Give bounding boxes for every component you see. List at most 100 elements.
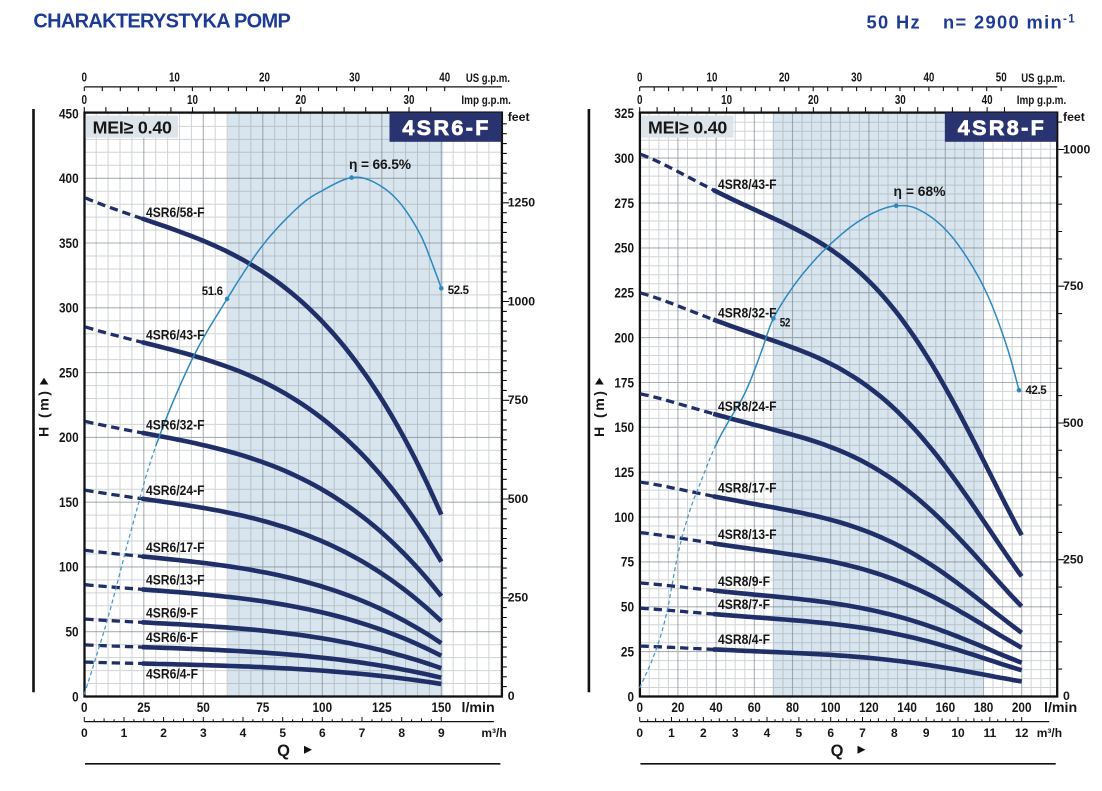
svg-text:7: 7 [859,726,866,740]
svg-text:5: 5 [796,726,803,740]
svg-text:4SR6/17-F: 4SR6/17-F [146,540,205,555]
svg-text:25: 25 [621,644,634,660]
svg-text:4SR8/4-F: 4SR8/4-F [718,632,770,647]
svg-text:150: 150 [614,420,634,436]
svg-text:100: 100 [313,700,333,716]
svg-text:4SR6/9-F: 4SR6/9-F [146,605,198,620]
svg-text:750: 750 [508,393,529,407]
svg-text:100: 100 [59,560,79,576]
svg-text:75: 75 [621,555,634,571]
svg-text:4SR6/43-F: 4SR6/43-F [146,328,205,343]
svg-text:12: 12 [1015,726,1029,740]
svg-text:750: 750 [1063,279,1084,293]
svg-text:0: 0 [82,70,88,85]
svg-text:200: 200 [1012,700,1032,716]
svg-text:1: 1 [668,726,675,740]
svg-text:H (m): H (m) [37,391,53,437]
svg-text:n= 2900 min-1: n= 2900 min-1 [943,11,1076,32]
svg-text:1: 1 [121,726,128,740]
svg-text:9: 9 [438,726,445,740]
svg-text:100: 100 [614,510,634,526]
svg-text:MEI≥ 0.40: MEI≥ 0.40 [93,117,172,137]
svg-text:0: 0 [636,700,643,716]
svg-text:100: 100 [821,700,841,716]
svg-text:4SR6/24-F: 4SR6/24-F [146,483,205,498]
svg-text:8: 8 [891,726,898,740]
svg-text:52.5: 52.5 [448,283,469,297]
svg-text:160: 160 [936,700,956,716]
svg-text:6: 6 [319,726,326,740]
svg-text:20: 20 [808,92,819,107]
svg-text:US g.p.m.: US g.p.m. [1021,72,1065,85]
svg-text:4SR6/6-F: 4SR6/6-F [146,630,198,645]
svg-text:25: 25 [137,700,150,716]
svg-text:η = 66.5%: η = 66.5% [349,157,411,172]
svg-text:40: 40 [982,92,993,107]
svg-text:60: 60 [748,700,761,716]
svg-text:5: 5 [279,726,286,740]
svg-text:20: 20 [671,700,684,716]
svg-text:50: 50 [66,625,79,641]
svg-text:0: 0 [81,726,88,740]
svg-text:40: 40 [710,700,723,716]
svg-text:50: 50 [197,700,210,716]
svg-text:3: 3 [732,726,739,740]
svg-text:51.6: 51.6 [202,284,223,298]
svg-text:4SR8/17-F: 4SR8/17-F [718,481,777,496]
svg-text:150: 150 [432,700,452,716]
svg-text:6: 6 [827,726,834,740]
svg-text:20: 20 [295,92,306,107]
svg-text:300: 300 [59,301,79,317]
svg-text:0: 0 [637,70,643,85]
svg-text:2: 2 [700,726,707,740]
svg-text:4SR8/43-F: 4SR8/43-F [718,177,777,192]
svg-text:75: 75 [256,700,269,716]
svg-text:m³/h: m³/h [1037,726,1062,740]
svg-text:20: 20 [779,70,790,85]
svg-text:4: 4 [240,726,247,740]
svg-text:300: 300 [614,151,634,167]
svg-text:200: 200 [59,430,79,446]
svg-text:4SR6/32-F: 4SR6/32-F [146,417,205,432]
svg-text:0: 0 [72,689,79,705]
svg-text:l/min: l/min [1044,700,1077,716]
svg-text:180: 180 [974,700,994,716]
svg-text:250: 250 [1063,553,1084,567]
svg-text:250: 250 [59,365,79,381]
svg-text:40: 40 [923,70,934,85]
svg-text:125: 125 [614,465,634,481]
svg-text:10: 10 [187,92,198,107]
svg-text:4SR8/9-F: 4SR8/9-F [718,574,770,589]
svg-text:Q: Q [277,742,290,760]
svg-text:325: 325 [614,106,634,122]
svg-text:10: 10 [721,92,732,107]
svg-text:125: 125 [372,700,392,716]
svg-text:200: 200 [614,330,634,346]
svg-text:m³/h: m³/h [481,726,506,740]
svg-text:MEI≥ 0.40: MEI≥ 0.40 [648,117,727,137]
svg-text:feet: feet [1063,110,1085,124]
svg-text:500: 500 [508,492,529,506]
svg-text:10: 10 [951,726,965,740]
svg-text:4SR8/32-F: 4SR8/32-F [718,305,777,320]
svg-text:175: 175 [614,375,634,391]
svg-text:40: 40 [439,70,450,85]
svg-text:0: 0 [82,92,88,107]
svg-text:US g.p.m.: US g.p.m. [466,72,510,85]
svg-text:250: 250 [508,591,529,605]
svg-text:Q: Q [831,742,844,760]
svg-text:1000: 1000 [1063,142,1091,156]
svg-text:0: 0 [81,700,88,716]
svg-text:350: 350 [59,236,79,252]
svg-text:4: 4 [764,726,771,740]
svg-text:8: 8 [398,726,405,740]
svg-text:30: 30 [404,92,415,107]
svg-text:4SR8/24-F: 4SR8/24-F [718,399,777,414]
svg-text:42.5: 42.5 [1026,383,1047,397]
svg-text:2: 2 [160,726,167,740]
svg-text:feet: feet [508,110,530,124]
svg-text:CHARAKTERYSTYKA POMP: CHARAKTERYSTYKA POMP [33,10,290,32]
svg-text:275: 275 [614,196,634,212]
svg-text:10: 10 [707,70,718,85]
svg-text:Imp g.p.m.: Imp g.p.m. [1017,94,1067,107]
